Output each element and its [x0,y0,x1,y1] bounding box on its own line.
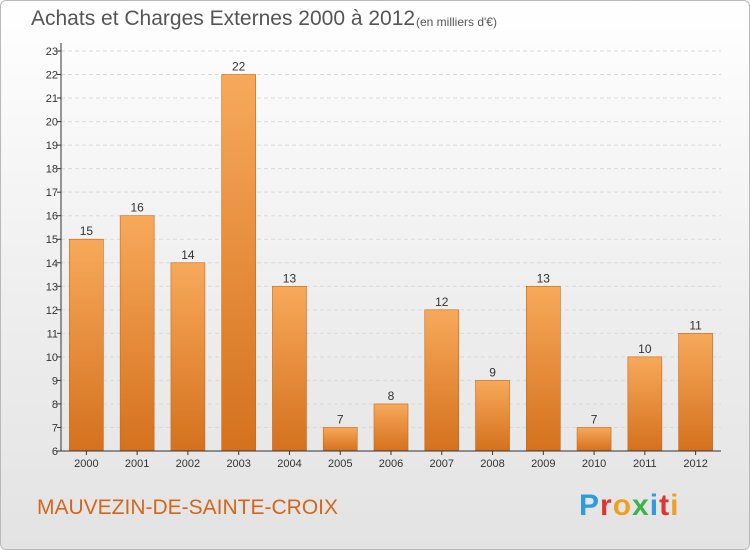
bar [373,403,409,452]
proxiti-logo: Proxiti [579,489,679,523]
data-label: 12 [435,295,449,309]
y-tick-label: 17 [46,187,58,199]
y-tick-label: 13 [46,281,58,293]
data-label: 14 [181,248,195,262]
bar [322,427,358,452]
y-tick-label: 8 [52,399,58,411]
data-label: 8 [388,389,395,403]
x-tick-label: 2000 [74,458,98,470]
data-label: 13 [283,271,297,285]
logo-letter: t [659,489,671,522]
x-tick-label: 2011 [633,458,657,470]
data-label: 10 [638,342,652,356]
bar [221,74,256,452]
y-tick-label: 14 [46,258,58,270]
bars: 15 16 14 22 13 7 8 12 9 13 7 10 11 [69,60,713,452]
bar [475,380,510,452]
y-tick-label: 7 [52,422,58,434]
bar [424,309,460,452]
y-tick-label: 18 [46,164,58,176]
y-tick-label: 22 [46,70,58,82]
bar [170,262,206,452]
bar [119,215,155,452]
bar [272,285,307,452]
logo-letter: i [649,489,660,522]
y-tick-label: 21 [46,93,58,105]
x-tick-label: 2009 [531,458,555,470]
grid-lines [61,50,721,428]
y-tick-label: 6 [52,446,58,458]
y-tick-label: 16 [46,211,58,223]
y-tick-label: 15 [46,234,58,246]
y-tick-label: 10 [46,352,58,364]
data-label: 7 [591,412,598,426]
y-tick-label: 9 [52,375,58,387]
y-tick-label: 20 [46,117,58,129]
x-tick-label: 2007 [430,458,454,470]
x-tick-label: 2002 [176,458,200,470]
y-tick-label: 12 [46,305,58,317]
data-label: 13 [537,271,551,285]
commune-name: MAUVEZIN-DE-SAINTE-CROIX [37,496,339,519]
data-label: 16 [130,201,144,215]
bar [526,285,561,452]
logo-letter: r [600,489,613,522]
data-label: 22 [232,60,246,74]
x-tick-label: 2012 [683,458,707,470]
axes: 6 7 8 9 10 11 12 13 14 15 16 17 18 19 20 21 22 23 2000 2001… [46,43,721,470]
x-tick-label: 2008 [480,458,504,470]
x-tick-label: 2005 [328,458,352,470]
data-label: 7 [337,412,344,426]
x-tick-label: 2004 [277,458,301,470]
data-label: 15 [80,224,94,238]
chart-title: Achats et Charges Externes 2000 à 2012 [31,7,416,30]
bar [627,356,663,452]
bar [576,427,612,452]
logo-letter: i [670,489,680,522]
x-tick-label: 2010 [582,458,606,470]
x-tick-label: 2003 [226,458,250,470]
bar [69,238,104,452]
bar [678,333,713,452]
logo-letter: x [632,489,650,522]
x-tick-label: 2001 [125,458,149,470]
y-tick-label: 11 [47,328,58,340]
logo-letter: o [612,489,633,522]
data-label: 9 [489,365,496,379]
y-tick-label: 23 [46,46,58,58]
chart-unit: (en milliers d'€) [416,15,497,29]
y-tick-label: 19 [46,140,58,152]
x-tick-label: 2006 [379,458,403,470]
logo-letter: P [579,489,601,522]
data-label: 11 [689,318,702,332]
